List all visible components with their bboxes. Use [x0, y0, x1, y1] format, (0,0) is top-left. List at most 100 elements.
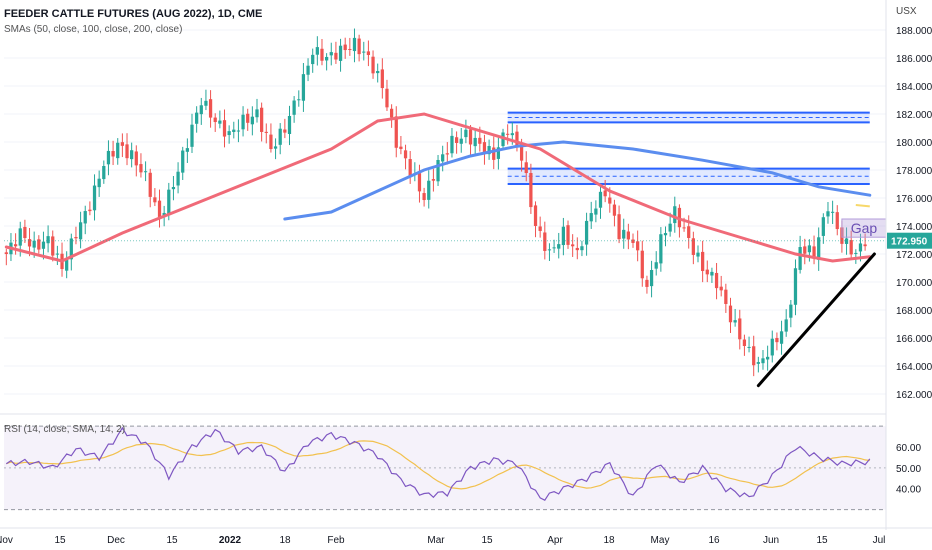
candle-body — [608, 197, 612, 204]
y-tick-label: 186.000 — [896, 54, 932, 65]
candle-body — [297, 99, 301, 101]
candle-body — [269, 134, 273, 150]
candle-body — [807, 245, 812, 253]
grid — [4, 29, 886, 395]
candle-body — [380, 69, 384, 89]
candle-body — [830, 211, 835, 213]
candle-body — [320, 48, 324, 61]
candle-body — [478, 137, 482, 144]
rsi-legend[interactable]: RSI (14, close, SMA, 14, 2) — [4, 424, 126, 435]
candlesticks — [4, 28, 867, 377]
candle-body — [454, 137, 459, 143]
candle-body — [798, 247, 802, 270]
candle-body — [515, 131, 519, 147]
candle-body — [78, 222, 83, 240]
candle-body — [705, 269, 709, 275]
candle-body — [673, 206, 677, 224]
last-price-label: 172.950 — [891, 237, 928, 248]
candle-body — [218, 120, 222, 124]
candle-body — [65, 259, 69, 271]
candle-body — [208, 99, 213, 118]
resistance-zones — [507, 111, 870, 185]
y-tick-label: 172.000 — [896, 250, 932, 261]
candle-body — [784, 319, 788, 332]
candle-body — [55, 253, 60, 255]
candle-body — [227, 131, 231, 136]
candle-body — [134, 151, 138, 166]
candle-body — [561, 226, 565, 246]
candle-body — [701, 251, 705, 272]
candle-body — [352, 37, 357, 52]
x-tick-label: 15 — [166, 535, 178, 546]
rsi-tick-label: 40.00 — [896, 485, 921, 496]
chart-title: FEEDER CATTLE FUTURES (AUG 2022), 1D, CM… — [4, 8, 263, 20]
y-tick-label: 188.000 — [896, 26, 932, 37]
candle-body — [691, 238, 695, 255]
support-trendline — [756, 252, 876, 388]
candle-body — [482, 142, 487, 154]
x-tick-label: Dec — [107, 535, 125, 546]
candle-body — [533, 205, 538, 226]
candle-body — [728, 305, 733, 323]
candle-body — [325, 56, 329, 61]
candle-body — [427, 180, 431, 200]
candle-body — [338, 45, 343, 61]
candle-body — [844, 238, 849, 244]
candle-body — [580, 246, 584, 251]
candle-body — [292, 100, 296, 115]
candle-body — [649, 269, 654, 287]
candle-body — [120, 142, 124, 146]
candle-body — [510, 133, 514, 136]
candle-body — [102, 165, 106, 180]
candle-body — [668, 223, 672, 232]
candle-body — [803, 246, 807, 254]
candle-body — [148, 172, 152, 197]
x-tick-label: Jul — [873, 535, 886, 546]
candle-body — [97, 178, 101, 188]
candle-body — [468, 129, 473, 145]
candle-body — [403, 150, 408, 159]
candle-body — [143, 171, 148, 173]
moving-averages — [4, 112, 872, 263]
candle-body — [431, 179, 436, 181]
candle-body — [496, 147, 501, 159]
candle-body — [362, 51, 366, 53]
candle-body — [854, 252, 858, 254]
candle-body — [756, 362, 760, 364]
candle-body — [640, 250, 644, 279]
x-tick-label: 15 — [481, 535, 493, 546]
candle-body — [441, 154, 445, 162]
currency-label: USX — [896, 6, 917, 17]
candle-body — [622, 229, 626, 239]
rsi-line — [5, 426, 871, 501]
candle-body — [92, 185, 97, 211]
resistance-zone — [507, 168, 870, 184]
candle-body — [376, 71, 380, 74]
candle-body — [88, 209, 92, 212]
candle-body — [636, 241, 640, 251]
candle-body — [273, 146, 278, 149]
candle-body — [594, 208, 598, 215]
candle-body — [826, 211, 830, 217]
candle-body — [116, 142, 120, 159]
candle-body — [4, 252, 8, 254]
candle-body — [222, 120, 227, 137]
candle-body — [366, 51, 371, 56]
x-tick-label: 15 — [54, 535, 66, 546]
candle-body — [659, 234, 663, 264]
candle-body — [199, 105, 203, 115]
candle-body — [770, 338, 774, 356]
sma-legend[interactable]: SMAs (50, close, 100, close, 200, close) — [4, 24, 183, 35]
candle-body — [793, 268, 798, 305]
candle-body — [37, 239, 41, 250]
y-tick-label: 168.000 — [896, 306, 932, 317]
candle-body — [724, 289, 728, 304]
candle-body — [589, 213, 593, 222]
x-tick-label: 15 — [816, 535, 828, 546]
candle-body — [645, 279, 649, 287]
candle-body — [417, 173, 422, 192]
candle-body — [529, 172, 533, 208]
candle-body — [167, 189, 171, 215]
candle-body — [445, 153, 449, 155]
